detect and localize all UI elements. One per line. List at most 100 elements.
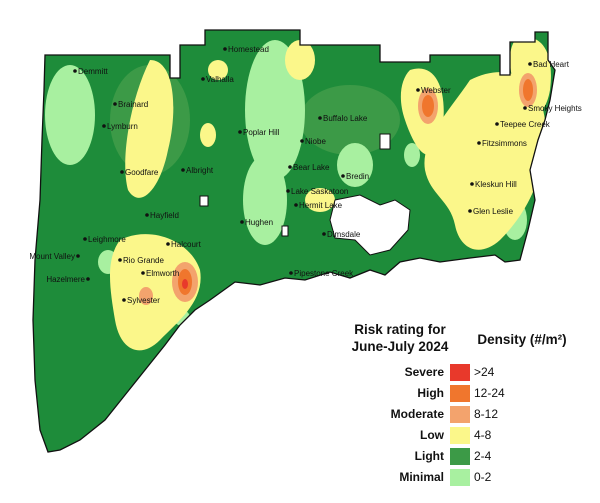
- place-marker: Hermit Lake: [294, 201, 343, 210]
- place-label: Hayfield: [150, 211, 179, 220]
- place-label: Webster: [421, 86, 451, 95]
- place-label: Albright: [186, 166, 214, 175]
- legend: Risk rating for June-July 2024 Density (…: [352, 322, 567, 486]
- legend-row: Light 2-4: [415, 448, 492, 465]
- place-dot: [113, 102, 117, 106]
- zone-minimal: [337, 143, 373, 187]
- place-label: Kleskun Hill: [475, 180, 517, 189]
- place-dot: [286, 189, 290, 193]
- place-marker: Poplar Hill: [238, 128, 280, 137]
- place-label: Fitzsimmons: [482, 139, 527, 148]
- zone-minimal: [404, 143, 420, 167]
- legend-density-title: Density (#/m²): [477, 332, 566, 347]
- excluded-area: [329, 194, 411, 256]
- zone-low: [424, 72, 546, 250]
- density-zones: [45, 37, 551, 351]
- place-dot: [76, 254, 80, 258]
- place-marker: Brainard: [113, 100, 148, 109]
- zone-low: [285, 40, 315, 80]
- zone-minimal: [243, 155, 287, 245]
- place-marker: Elmworth: [141, 269, 179, 278]
- zone-high: [523, 79, 533, 101]
- place-marker: Pipestone Creek: [289, 269, 354, 278]
- zone-low: [208, 60, 228, 80]
- legend-rows: Severe >24 High 12-24 Moderate 8-12 Low 4-8 Ligh…: [391, 364, 505, 486]
- place-label: Rio Grande: [123, 256, 164, 265]
- legend-swatch: [450, 469, 470, 486]
- legend-rating-label: Moderate: [391, 407, 445, 421]
- place-marker: Glen Leslie: [468, 207, 514, 216]
- place-dot: [240, 220, 244, 224]
- zone-low: [305, 188, 335, 212]
- zone-moderate: [139, 287, 153, 305]
- place-dot: [468, 209, 472, 213]
- place-marker: Kleskun Hill: [470, 180, 517, 189]
- place-label: Bad Heart: [533, 60, 570, 69]
- place-marker: Fitzsimmons: [477, 139, 527, 148]
- place-dot: [300, 139, 304, 143]
- legend-density-range: >24: [474, 365, 495, 379]
- place-dot: [102, 124, 106, 128]
- place-label: Hermit Lake: [299, 201, 343, 210]
- legend-density-range: 0-2: [474, 470, 492, 484]
- place-dot: [238, 130, 242, 134]
- place-label: Mount Valley: [29, 252, 75, 261]
- place-marker: Leighmore: [83, 235, 126, 244]
- place-dot: [223, 47, 227, 51]
- place-dot: [318, 116, 322, 120]
- place-dot: [416, 88, 420, 92]
- zone-minimal: [245, 40, 305, 180]
- place-marker: Demmitt: [73, 67, 109, 76]
- excluded-area: [199, 195, 209, 207]
- place-label: Brainard: [118, 100, 148, 109]
- zone-light: [300, 85, 400, 155]
- excluded-area: [281, 225, 289, 237]
- zone-low: [110, 234, 201, 351]
- place-dot: [86, 277, 90, 281]
- place-label: Demmitt: [78, 67, 109, 76]
- place-label: Hughen: [245, 218, 273, 227]
- place-label: Buffalo Lake: [323, 114, 368, 123]
- place-dot: [73, 69, 77, 73]
- place-marker: Goodfare: [120, 168, 159, 177]
- place-label: Smoky Heights: [528, 104, 582, 113]
- place-marker: Sylvester: [122, 296, 160, 305]
- place-dot: [145, 213, 149, 217]
- place-marker: Lake Saskatoon: [286, 187, 348, 196]
- place-marker: Albright: [181, 166, 214, 175]
- place-marker: Bad Heart: [528, 60, 570, 69]
- place-marker: Hayfield: [145, 211, 179, 220]
- place-label: Goodfare: [125, 168, 159, 177]
- legend-row: Severe >24: [405, 364, 495, 381]
- place-dot: [523, 106, 527, 110]
- place-label: Dimsdale: [327, 230, 361, 239]
- place-label: Valhalla: [206, 75, 234, 84]
- zone-severe: [182, 279, 188, 289]
- place-label: Homestead: [228, 45, 269, 54]
- place-labels: Homestead Demmitt Valhalla Bad Heart Webster…: [29, 45, 581, 305]
- place-dot: [201, 77, 205, 81]
- place-label: Glen Leslie: [473, 207, 514, 216]
- place-dot: [289, 271, 293, 275]
- place-marker: Lymburn: [102, 122, 138, 131]
- place-label: Elmworth: [146, 269, 179, 278]
- place-marker: Dimsdale: [322, 230, 361, 239]
- place-marker: Bear Lake: [288, 163, 330, 172]
- place-marker: Rio Grande: [118, 256, 164, 265]
- zone-low: [200, 123, 216, 147]
- place-label: Leighmore: [88, 235, 126, 244]
- place-marker: Niobe: [300, 137, 326, 146]
- legend-density-range: 12-24: [474, 386, 505, 400]
- place-marker: Hazelmere: [46, 275, 90, 284]
- legend-row: Minimal 0-2: [399, 469, 492, 486]
- place-label: Hazelmere: [46, 275, 85, 284]
- place-marker: Smoky Heights: [523, 104, 582, 113]
- place-dot: [181, 168, 185, 172]
- place-marker: Hughen: [240, 218, 273, 227]
- place-dot: [120, 170, 124, 174]
- legend-row: Moderate 8-12: [391, 406, 498, 423]
- legend-swatch: [450, 385, 470, 402]
- place-label: Teepee Creek: [500, 120, 551, 129]
- legend-density-range: 4-8: [474, 428, 492, 442]
